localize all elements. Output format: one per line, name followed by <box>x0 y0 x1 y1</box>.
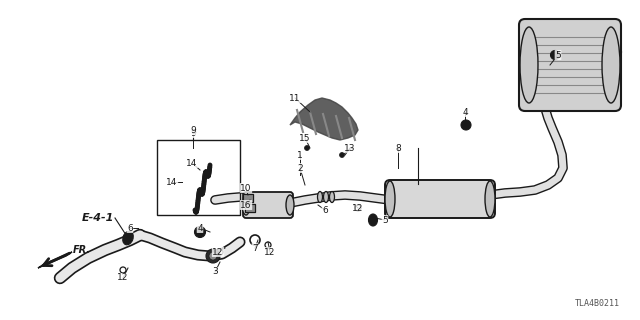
Text: 14: 14 <box>166 178 178 187</box>
FancyBboxPatch shape <box>519 19 621 111</box>
Text: 11: 11 <box>289 93 301 102</box>
Ellipse shape <box>330 191 335 203</box>
Ellipse shape <box>195 227 205 237</box>
Text: 4: 4 <box>197 223 203 233</box>
Ellipse shape <box>385 181 395 217</box>
Polygon shape <box>243 194 253 202</box>
Text: 9: 9 <box>190 129 196 138</box>
Text: 12: 12 <box>212 247 224 257</box>
Ellipse shape <box>550 51 559 60</box>
Ellipse shape <box>461 120 471 130</box>
Text: 12: 12 <box>352 204 364 212</box>
Text: 6: 6 <box>322 205 328 214</box>
Ellipse shape <box>305 146 310 150</box>
Ellipse shape <box>323 191 328 203</box>
Text: 15: 15 <box>300 133 311 142</box>
Ellipse shape <box>123 231 133 245</box>
Text: 8: 8 <box>395 143 401 153</box>
Ellipse shape <box>242 195 250 215</box>
Ellipse shape <box>369 214 378 226</box>
Text: 12: 12 <box>117 274 129 283</box>
FancyBboxPatch shape <box>243 192 293 218</box>
Text: FR.: FR. <box>73 245 91 255</box>
Polygon shape <box>38 252 72 268</box>
Text: 7: 7 <box>252 244 258 252</box>
Text: 12: 12 <box>264 247 276 257</box>
Text: 1: 1 <box>297 150 303 159</box>
Text: 13: 13 <box>344 143 356 153</box>
Text: 4: 4 <box>462 108 468 116</box>
Text: 9: 9 <box>190 125 196 134</box>
Polygon shape <box>290 98 358 140</box>
FancyBboxPatch shape <box>385 180 495 218</box>
Text: 2: 2 <box>297 164 303 172</box>
Ellipse shape <box>485 181 495 217</box>
Ellipse shape <box>286 195 294 215</box>
Ellipse shape <box>602 27 620 103</box>
Polygon shape <box>245 204 255 212</box>
Text: 5: 5 <box>382 215 388 225</box>
Text: TLA4B0211: TLA4B0211 <box>575 299 620 308</box>
Text: 5: 5 <box>555 51 561 60</box>
Text: 16: 16 <box>240 201 252 210</box>
Text: E-4-1: E-4-1 <box>82 213 115 223</box>
Text: 14: 14 <box>186 158 198 167</box>
Text: 3: 3 <box>212 268 218 276</box>
Text: 10: 10 <box>240 183 252 193</box>
Ellipse shape <box>339 153 344 157</box>
Text: 6: 6 <box>127 223 133 233</box>
Ellipse shape <box>520 27 538 103</box>
Ellipse shape <box>206 249 220 263</box>
Ellipse shape <box>209 252 217 260</box>
Ellipse shape <box>317 191 323 203</box>
Bar <box>157 140 240 215</box>
